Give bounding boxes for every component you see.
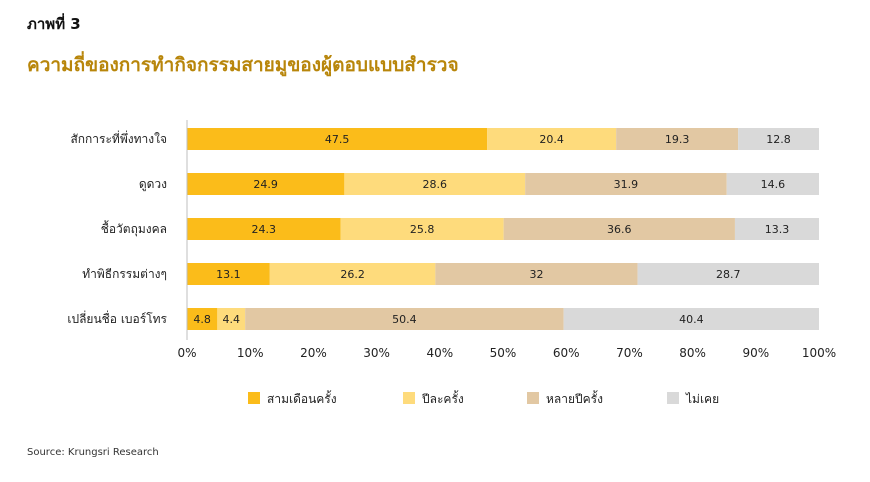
bar-segment xyxy=(435,263,638,285)
x-tick-label: 10% xyxy=(237,346,264,360)
data-label: 50.4 xyxy=(392,313,417,326)
data-label: 20.4 xyxy=(539,133,564,146)
bar-segment xyxy=(269,263,436,285)
data-label: 4.8 xyxy=(193,313,211,326)
bar-segment xyxy=(217,308,246,330)
x-tick-label: 90% xyxy=(742,346,769,360)
chart-title: ความถี่ของการทำกิจกรรมสายมูของผู้ตอบแบบส… xyxy=(27,54,459,76)
bar-segment xyxy=(738,128,819,150)
data-label: 13.1 xyxy=(216,268,241,281)
bar-segment xyxy=(187,128,488,150)
category-label: สักการะที่พึ่งทางใจ xyxy=(70,130,167,146)
category-label: ชื้อวัตถุมงคล xyxy=(101,220,167,237)
bar-segment xyxy=(616,128,739,150)
data-label: 28.7 xyxy=(716,268,741,281)
category-label: เปลี่ยนชื่อ เบอร์โทร xyxy=(67,310,167,326)
data-label: 13.3 xyxy=(765,223,790,236)
bar-segment xyxy=(726,173,819,195)
x-tick-label: 0% xyxy=(177,346,196,360)
bar-segment xyxy=(245,308,564,330)
x-tick-label: 80% xyxy=(679,346,706,360)
x-tick-label: 30% xyxy=(363,346,390,360)
bar-segment xyxy=(563,308,819,330)
bar-segment xyxy=(525,173,727,195)
x-tick-label: 60% xyxy=(553,346,580,360)
figure-label: ภาพที่ 3 xyxy=(27,15,81,33)
data-label: 25.8 xyxy=(410,223,435,236)
category-label: ทำพิธีกรรมต่างๆ xyxy=(82,267,167,281)
data-label: 14.6 xyxy=(761,178,786,191)
legend-swatch xyxy=(667,392,679,404)
legend-label: ปีละครั้ง xyxy=(421,390,463,406)
data-label: 47.5 xyxy=(325,133,350,146)
data-label: 24.9 xyxy=(253,178,278,191)
x-tick-label: 20% xyxy=(300,346,327,360)
bar-segment xyxy=(187,173,345,195)
legend-label: หลายปีครั้ง xyxy=(546,390,603,406)
bar-segment xyxy=(187,218,341,240)
legend-swatch xyxy=(527,392,539,404)
data-label: 40.4 xyxy=(679,313,704,326)
bar-segment xyxy=(487,128,617,150)
data-label: 26.2 xyxy=(340,268,365,281)
data-label: 12.8 xyxy=(766,133,791,146)
category-label: ดูดวง xyxy=(139,177,167,192)
data-label: 32 xyxy=(529,268,543,281)
data-label: 19.3 xyxy=(665,133,690,146)
legend-swatch xyxy=(403,392,415,404)
x-tick-label: 70% xyxy=(616,346,643,360)
bar-segment xyxy=(344,173,526,195)
data-label: 4.4 xyxy=(222,313,240,326)
legend-label: ไม่เคย xyxy=(685,392,719,406)
x-tick-label: 40% xyxy=(426,346,453,360)
data-label: 31.9 xyxy=(614,178,639,191)
bar-segment xyxy=(340,218,504,240)
bar-segment xyxy=(187,263,270,285)
source-note: Source: Krungsri Research xyxy=(27,447,159,458)
bar-segment xyxy=(734,218,819,240)
x-tick-label: 100% xyxy=(802,346,836,360)
legend-swatch xyxy=(248,392,260,404)
x-tick-label: 50% xyxy=(490,346,517,360)
bar-segment xyxy=(187,308,218,330)
bar-segment xyxy=(637,263,819,285)
data-label: 28.6 xyxy=(422,178,447,191)
legend-label: สามเดือนครั้ง xyxy=(267,390,337,406)
bar-segment xyxy=(503,218,735,240)
data-label: 24.3 xyxy=(252,223,277,236)
data-label: 36.6 xyxy=(607,223,632,236)
